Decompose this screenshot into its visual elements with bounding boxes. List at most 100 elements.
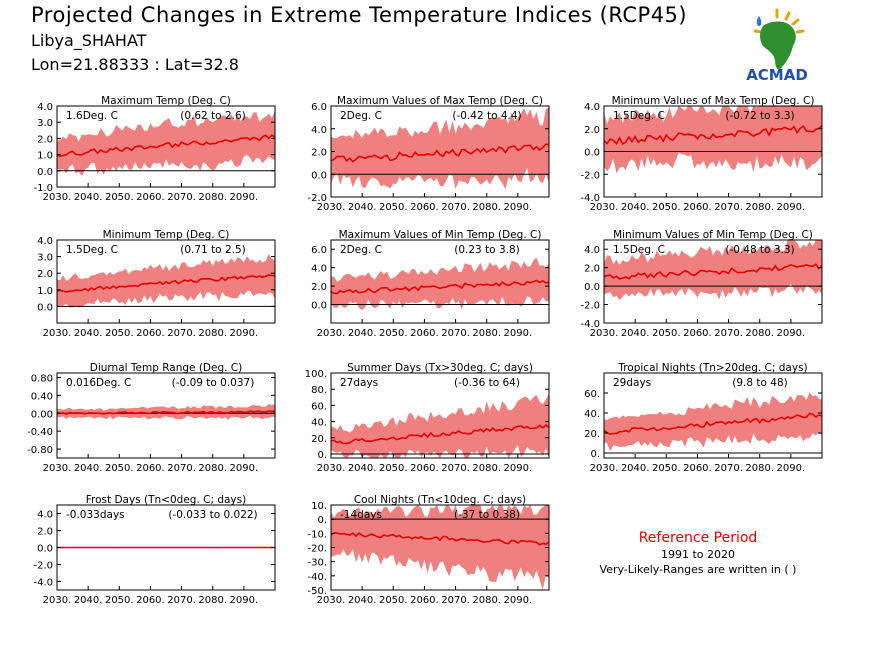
x-tick-label: 2050. [105, 595, 134, 606]
y-tick-label: -30. [307, 558, 327, 569]
x-tick-label: 2080. [198, 328, 227, 339]
y-tick-label: 3.0 [37, 253, 53, 264]
x-tick-label: 2030. [317, 328, 346, 339]
x-tick-label: 2030. [43, 595, 72, 606]
x-tick-label: 2080. [472, 202, 501, 213]
x-tick-label: 2040. [74, 328, 103, 339]
median-line [603, 412, 823, 436]
y-tick-label: 2.0 [37, 269, 53, 280]
x-tick-label: 2040. [621, 202, 650, 213]
y-tick-label: -4.0 [33, 578, 53, 589]
y-tick-label: -20. [307, 544, 327, 555]
x-tick-label: 2050. [105, 192, 134, 203]
chart-panel-5: 6.0 4.0 2.0 0.0 2030. 2040. 2050. 2060. 2070. 208… [311, 229, 550, 339]
x-tick-label: 2090. [504, 463, 533, 474]
x-tick-label: 2040. [74, 192, 103, 203]
x-tick-label: 2070. [441, 202, 470, 213]
y-tick-label: 40. [584, 409, 600, 420]
y-tick-label: 2.0 [311, 148, 327, 159]
y-tick-label: 0.0 [311, 170, 327, 181]
uncertainty-band [57, 253, 275, 308]
y-tick-label: 0.0 [37, 167, 53, 178]
median-line [330, 279, 550, 295]
median-line [330, 143, 550, 163]
median-line [56, 134, 276, 158]
y-tick-label: -2.0 [580, 301, 600, 312]
x-tick-label: 2040. [74, 595, 103, 606]
median-line [330, 423, 550, 445]
y-tick-label: 20. [311, 434, 327, 445]
y-tick-label: -0.80 [27, 445, 53, 456]
x-tick-label: 2050. [105, 463, 134, 474]
plot-frame [330, 372, 550, 459]
x-tick-label: 2050. [652, 202, 681, 213]
uncertainty-band [331, 257, 549, 311]
x-tick-label: 2030. [317, 595, 346, 606]
y-tick-label: 0. [317, 450, 327, 461]
x-tick-label: 2070. [167, 463, 196, 474]
plot-frame [56, 372, 276, 459]
x-tick-label: 2040. [348, 595, 377, 606]
x-tick-label: 2080. [745, 202, 774, 213]
y-tick-label: 4.0 [584, 245, 600, 256]
y-tick-label: 100. [305, 369, 327, 380]
y-tick-label: 0.80 [31, 373, 53, 384]
median-line [603, 125, 823, 146]
x-tick-label: 2070. [167, 595, 196, 606]
y-tick-label: 4.0 [311, 264, 327, 275]
x-tick-label: 2090. [230, 463, 259, 474]
uncertainty-band [604, 392, 822, 452]
x-tick-label: 2060. [683, 463, 712, 474]
panel-title: Tropical Nights (Tn>20deg. C; days) [617, 362, 807, 374]
very-likely-range: (-0.42 to 4.4) [452, 110, 521, 122]
very-likely-range: (0.23 to 3.8) [454, 244, 520, 256]
y-tick-label: -40. [307, 572, 327, 583]
x-tick-label: 2070. [167, 328, 196, 339]
location-name: Libya_SHAHAT [31, 31, 147, 50]
change-value: 0.016Deg. C [66, 377, 131, 389]
y-tick-label: 6.0 [311, 245, 327, 256]
y-tick-label: 0.0 [37, 544, 53, 555]
x-tick-label: 2080. [198, 595, 227, 606]
y-tick-label: 0.0 [37, 302, 53, 313]
x-tick-label: 2090. [230, 595, 259, 606]
y-tick-label: 0.00 [31, 409, 53, 420]
x-tick-label: 2030. [590, 463, 619, 474]
very-likely-range: (0.62 to 2.6) [180, 110, 246, 122]
panel-title: Minimum Temp (Deg. C) [103, 229, 230, 241]
x-tick-label: 2060. [136, 595, 165, 606]
location-coordinates: Lon=21.88333 : Lat=32.8 [31, 55, 239, 74]
x-tick-label: 2070. [441, 595, 470, 606]
x-tick-label: 2080. [472, 595, 501, 606]
panel-title: Diurnal Temp Range (Deg. C) [90, 362, 242, 374]
x-tick-label: 2050. [379, 328, 408, 339]
reference-period-title: Reference Period [638, 530, 758, 546]
x-tick-label: 2070. [714, 328, 743, 339]
x-tick-label: 2090. [777, 328, 806, 339]
x-tick-label: 2030. [317, 202, 346, 213]
uncertainty-band [604, 106, 822, 174]
very-likely-range: (-0.033 to 0.022) [168, 509, 257, 521]
very-likely-range: (-0.72 to 3.3) [725, 110, 794, 122]
y-tick-label: 4.0 [584, 102, 600, 113]
y-tick-label: -4.0 [580, 193, 600, 204]
y-tick-label: 80. [311, 385, 327, 396]
plot-frame [330, 239, 550, 324]
y-tick-label: 3.0 [37, 118, 53, 129]
x-tick-label: 2090. [230, 328, 259, 339]
y-tick-label: -2.0 [580, 170, 600, 181]
change-value: -14days [340, 509, 382, 521]
x-tick-label: 2060. [683, 202, 712, 213]
panel-title: Maximum Values of Max Temp (Deg. C) [337, 95, 543, 107]
x-tick-label: 2030. [317, 463, 346, 474]
x-tick-label: 2090. [504, 328, 533, 339]
change-value: -0.033days [66, 509, 125, 521]
x-tick-label: 2030. [43, 192, 72, 203]
y-tick-label: 0.0 [584, 282, 600, 293]
y-tick-label: -4.0 [580, 319, 600, 330]
x-tick-label: 2040. [621, 463, 650, 474]
x-tick-label: 2070. [167, 192, 196, 203]
x-tick-label: 2040. [621, 328, 650, 339]
